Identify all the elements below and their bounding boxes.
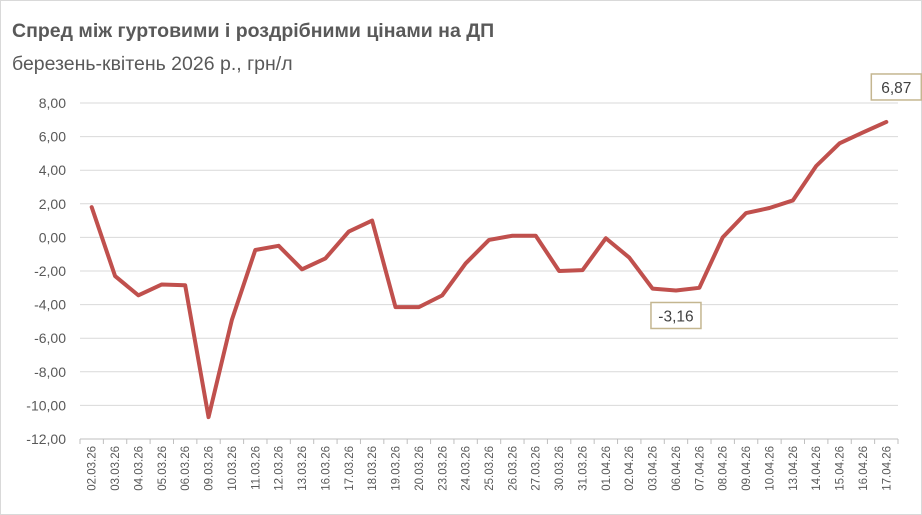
- x-tick-label: 04.03.26: [133, 446, 145, 491]
- x-tick-label: 11.03.26: [250, 446, 262, 490]
- y-axis-tick-labels: 8,00 6,00 4,00 2,00 0,00 -2,00 -4,00 -6,00 -8,00…: [26, 95, 66, 447]
- data-label: -3,16: [650, 301, 702, 330]
- y-tick-label: 6,00: [39, 129, 66, 145]
- x-axis-tick-labels: 02.03.26 03.03.26 04.03.26 05.03.26 06.03.26…: [87, 446, 894, 491]
- data-labels: -3,16 6,87: [650, 73, 922, 330]
- x-tick-label: 02.03.26: [87, 446, 99, 491]
- y-tick-label: -12,00: [26, 431, 66, 447]
- x-tick-label: 09.03.26: [204, 446, 216, 491]
- x-tick-label: 03.03.26: [110, 446, 122, 491]
- y-tick-label: 2,00: [39, 196, 66, 212]
- series-line-group: [89, 119, 889, 420]
- x-tick-label: 12.03.26: [274, 446, 286, 491]
- y-tick-label: -2,00: [34, 263, 66, 279]
- x-tick-label: 07.04.26: [694, 446, 706, 491]
- x-tick-label: 13.03.26: [297, 446, 309, 491]
- data-label: 6,87: [870, 73, 922, 101]
- x-tick-label: 05.03.26: [157, 446, 169, 491]
- x-tick-label: 08.04.26: [718, 446, 730, 491]
- data-label-box: [870, 73, 922, 101]
- x-tick-label: 25.03.26: [484, 446, 496, 491]
- x-tick-label: 26.03.26: [507, 446, 519, 491]
- y-tick-label: -8,00: [34, 364, 66, 380]
- x-tick-label: 15.04.26: [835, 446, 847, 491]
- x-tick-label: 17.04.26: [881, 446, 893, 491]
- x-tick-label: 06.03.26: [180, 446, 192, 491]
- x-tick-label: 30.03.26: [554, 446, 566, 491]
- x-tick-label: 31.03.26: [577, 446, 589, 491]
- x-tick-label: 10.04.26: [764, 446, 776, 491]
- x-tick-label: 27.03.26: [531, 446, 543, 491]
- x-tick-label: 24.03.26: [461, 446, 473, 491]
- x-tick-label: 16.04.26: [858, 446, 870, 491]
- y-tick-label: -4,00: [34, 297, 66, 313]
- y-tick-label: 4,00: [39, 162, 66, 178]
- x-tick-label: 13.04.26: [788, 446, 800, 491]
- x-tick-label: 03.04.26: [648, 446, 660, 491]
- chart-title: Спред між гуртовими і роздрібними цінами…: [12, 20, 495, 42]
- x-tick-label: 19.03.26: [391, 446, 403, 491]
- data-label-text: -3,16: [658, 308, 693, 325]
- x-tick-label: 01.04.26: [601, 446, 613, 491]
- data-label-text: 6,87: [881, 80, 911, 97]
- data-label-box: [650, 301, 702, 330]
- x-tick-label: 16.03.26: [320, 446, 332, 491]
- series-line: [89, 119, 889, 420]
- x-tick-label: 20.03.26: [414, 446, 426, 491]
- y-tick-label: -6,00: [34, 330, 66, 346]
- x-tick-label: 23.03.26: [437, 446, 449, 491]
- x-tick-label: 18.03.26: [367, 446, 379, 491]
- x-tick-label: 17.03.26: [344, 446, 356, 491]
- chart-subtitle: березень-квітень 2026 р., грн/л: [12, 53, 293, 75]
- y-tick-label: 8,00: [39, 95, 66, 111]
- x-tick-label: 10.03.26: [227, 446, 239, 491]
- y-tick-label: -10,00: [26, 397, 66, 413]
- x-tick-label: 06.04.26: [671, 446, 683, 491]
- x-tick-label: 02.04.26: [624, 446, 636, 491]
- x-tick-label: 09.04.26: [741, 446, 753, 491]
- y-tick-label: 0,00: [39, 229, 66, 245]
- gridlines: [79, 102, 899, 444]
- x-tick-label: 14.04.26: [811, 446, 823, 491]
